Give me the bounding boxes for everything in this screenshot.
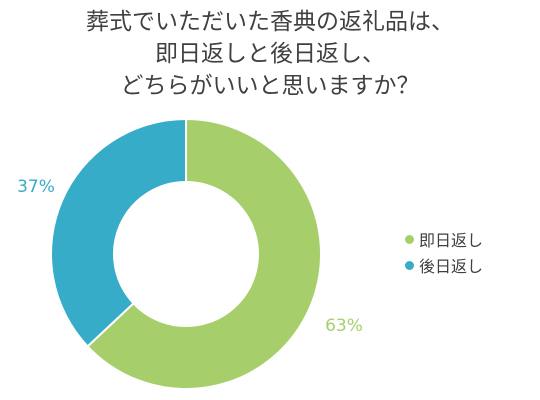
slice-gojitsu [50,117,187,348]
legend-label-sokujitsu: 即日返し [419,231,484,250]
legend: 即日返し 後日返し [405,226,483,278]
slice-sokujitsu [86,117,322,390]
chart-title-line-1: 葬式でいただいた香典の返礼品は、 [86,9,454,35]
data-label-gojitsu: 37% [17,177,55,197]
data-label-sokujitsu: 63% [325,316,363,336]
chart-title: 葬式でいただいた香典の返礼品は、 即日返しと後日返し、 どちらがいいと思いますか… [20,6,520,102]
legend-item-gojitsu: 後日返し [405,252,483,278]
chart-title-line-2: 即日返しと後日返し、 [155,41,385,67]
legend-label-gojitsu: 後日返し [419,257,484,276]
chart-title-line-3: どちらがいいと思いますか？ [120,73,420,99]
legend-item-sokujitsu: 即日返し [405,226,483,252]
legend-swatch-sokujitsu [405,234,414,244]
legend-swatch-gojitsu [405,260,414,270]
